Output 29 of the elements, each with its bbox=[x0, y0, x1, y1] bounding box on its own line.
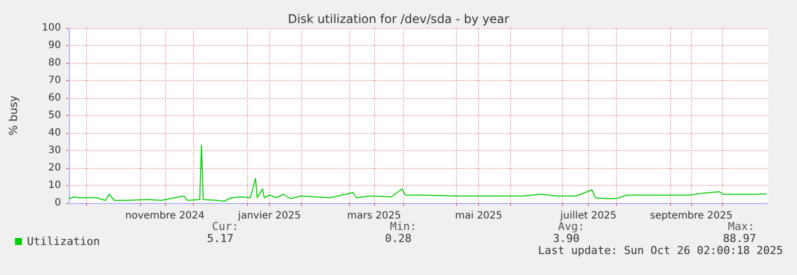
y-tick-label: 30 bbox=[48, 145, 61, 156]
text: 3.90 bbox=[553, 232, 580, 245]
text: 5.17 bbox=[207, 232, 234, 245]
y-tick-label: 70 bbox=[48, 75, 61, 86]
x-tick-label: mai 2025 bbox=[455, 210, 502, 222]
y-axis-title: % busy bbox=[7, 94, 20, 136]
y-tick-label: 100 bbox=[42, 22, 61, 34]
x-tick-label: janvier 2025 bbox=[237, 210, 301, 222]
x-tick-label: septembre 2025 bbox=[650, 210, 733, 222]
text: Last update: Sun Oct 26 02:00:18 2025 bbox=[538, 244, 784, 257]
text: 0.28 bbox=[385, 232, 412, 245]
chart-title: Disk utilization for /dev/sda - by year bbox=[288, 12, 510, 26]
y-tick-label: 50 bbox=[48, 110, 61, 121]
x-tick-label: mars 2025 bbox=[347, 210, 401, 222]
x-tick-label: juillet 2025 bbox=[559, 210, 617, 222]
text: Cur: bbox=[212, 220, 238, 233]
x-tick-label: novembre 2024 bbox=[125, 210, 205, 222]
y-tick-label: 90 bbox=[48, 40, 61, 51]
y-tick-label: 0 bbox=[54, 198, 61, 208]
y-tick-label: 40 bbox=[48, 128, 61, 138]
text: 88.97 bbox=[723, 232, 756, 245]
legend-label: Utilization bbox=[27, 235, 100, 248]
y-tick-label: 20 bbox=[48, 162, 61, 174]
text: Max: bbox=[728, 220, 754, 233]
text: Min: bbox=[390, 220, 416, 233]
y-tick-label: 80 bbox=[48, 58, 61, 68]
y-tick-label: 60 bbox=[48, 92, 61, 104]
y-tick-label: 10 bbox=[48, 180, 61, 191]
text: Avg: bbox=[558, 220, 584, 233]
